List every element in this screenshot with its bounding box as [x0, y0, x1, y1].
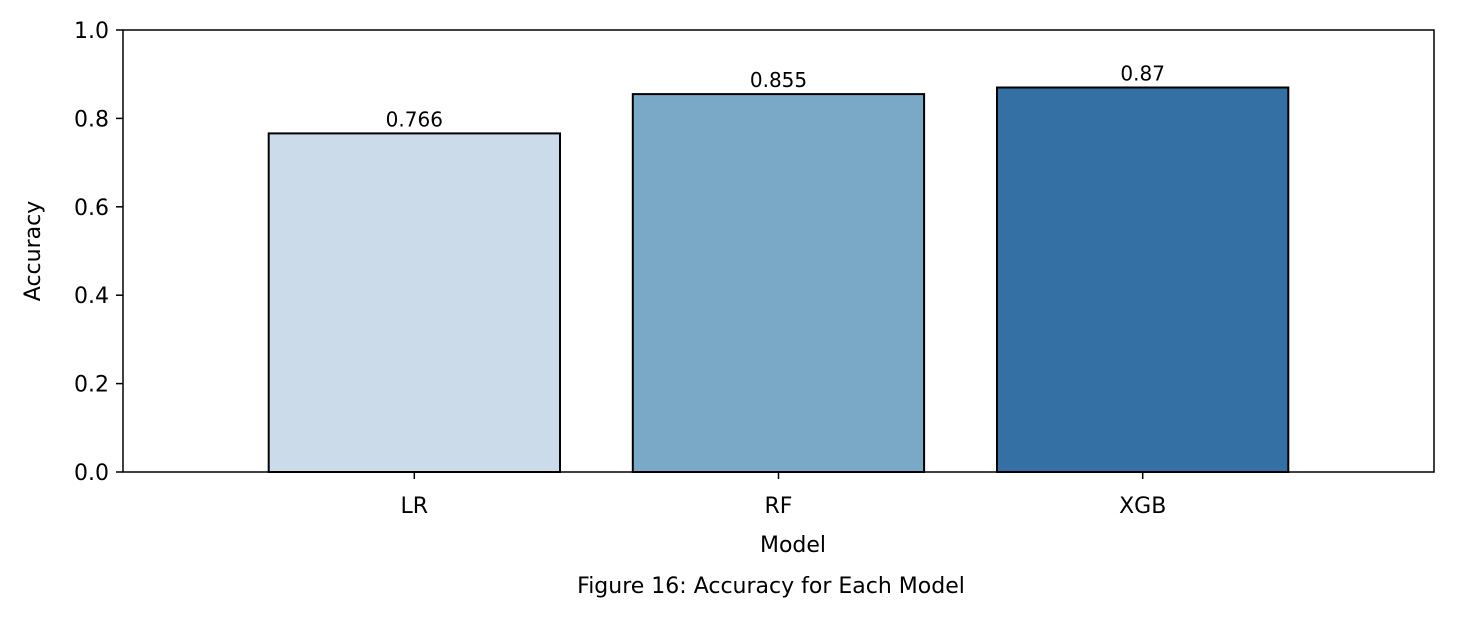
y-axis-ticks: 0.0 0.2 0.4 0.6 0.8 1.0: [74, 19, 123, 486]
y-tick-label: 0.6: [74, 196, 109, 221]
x-tick-label-rf: RF: [765, 494, 793, 519]
y-tick-label: 0.2: [74, 373, 109, 398]
data-labels-group: 0.766 0.855 0.87: [386, 62, 1165, 132]
y-tick-label: 0.0: [74, 461, 109, 486]
x-tick-label-xgb: XGB: [1119, 494, 1166, 519]
data-label-xgb: 0.87: [1120, 62, 1165, 86]
x-tick-label-lr: LR: [401, 494, 429, 519]
y-tick-label: 0.4: [74, 284, 109, 309]
bar-rf: [631, 93, 926, 473]
bar-lr: [267, 132, 561, 473]
bar-xgb: [996, 86, 1290, 473]
x-axis-label: Model: [760, 533, 826, 558]
x-axis-ticks: LR RF XGB: [401, 472, 1166, 519]
y-axis-label: Accuracy: [21, 201, 46, 301]
bars-group: [267, 86, 1290, 473]
data-label-rf: 0.855: [750, 68, 807, 92]
y-tick-label: 1.0: [74, 19, 109, 44]
data-label-lr: 0.766: [386, 107, 443, 131]
y-tick-label: 0.8: [74, 107, 109, 132]
figure-caption: Figure 16: Accuracy for Each Model: [577, 574, 965, 599]
